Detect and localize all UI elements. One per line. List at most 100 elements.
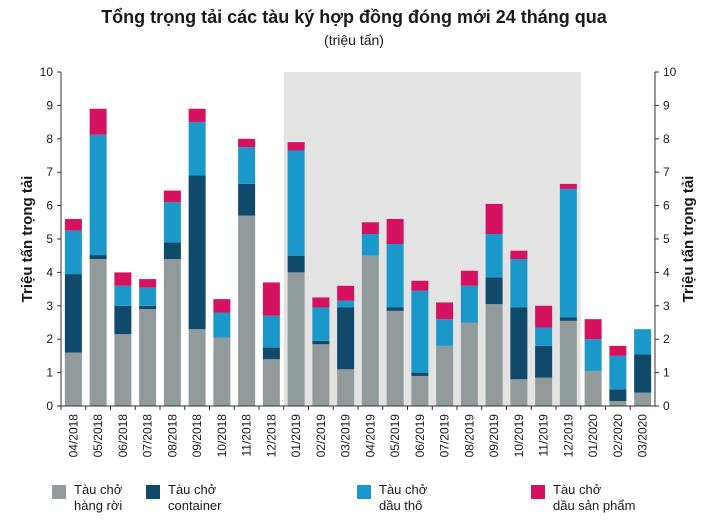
- bar-segment-bulk-18: [510, 379, 528, 406]
- bar-segment-product-14: [411, 280, 429, 291]
- x-tick-label: 09/2019: [487, 414, 501, 458]
- legend-swatch-crude: [357, 485, 371, 499]
- legend-swatch-product: [531, 485, 545, 499]
- bar-segment-crude-19: [535, 327, 553, 346]
- bar-segment-container-0: [64, 274, 82, 353]
- x-tick-label: 08/2019: [462, 414, 476, 458]
- bar-segment-product-5: [188, 108, 206, 123]
- bar-segment-bulk-4: [163, 259, 181, 406]
- bar-segment-container-11: [337, 307, 355, 370]
- shaded-period: [283, 72, 581, 406]
- bar-segment-crude-21: [584, 339, 602, 371]
- bar-segment-product-12: [361, 222, 379, 234]
- y-tick-label-left: 8: [46, 132, 53, 146]
- bar-segment-product-18: [510, 250, 528, 260]
- bar-segment-container-1: [89, 255, 107, 260]
- bar-segment-product-3: [139, 279, 157, 288]
- x-tick-label: 06/2019: [413, 414, 427, 458]
- bar-segment-product-7: [238, 138, 256, 148]
- x-tick-label: 06/2018: [116, 414, 130, 458]
- x-tick-label: 09/2018: [190, 414, 204, 458]
- bar-segment-container-4: [163, 242, 181, 260]
- y-tick-label-right: 9: [663, 98, 670, 112]
- x-tick-label: 02/2019: [314, 414, 328, 458]
- bar-segment-crude-15: [436, 319, 454, 346]
- chart-title: Tổng trọng tải các tàu ký hợp đồng đóng …: [101, 7, 607, 27]
- x-tick-label: 11/2018: [240, 414, 254, 457]
- y-tick-label-left: 5: [46, 232, 53, 246]
- bar-segment-product-17: [485, 203, 503, 234]
- bar-segment-container-7: [238, 183, 256, 216]
- x-tick-label: 07/2019: [438, 414, 452, 458]
- bar-segment-crude-10: [312, 307, 330, 341]
- bar-segment-container-14: [411, 372, 429, 376]
- bar-segment-product-8: [262, 282, 280, 316]
- x-tick-label: 05/2018: [91, 414, 105, 458]
- bar-segment-crude-6: [213, 312, 231, 338]
- bar-segment-bulk-17: [485, 304, 503, 406]
- bar-segment-product-15: [436, 302, 454, 320]
- bar-segment-bulk-1: [89, 259, 107, 406]
- bar-segment-crude-23: [634, 329, 652, 355]
- bar-segment-bulk-13: [386, 310, 404, 406]
- bar-segment-crude-17: [485, 233, 503, 278]
- legend-swatch-container: [146, 485, 160, 499]
- bar-segment-bulk-5: [188, 329, 206, 406]
- bar-segment-bulk-14: [411, 375, 429, 406]
- y-tick-label-left: 9: [46, 98, 53, 112]
- y-tick-label-right: 10: [663, 65, 677, 79]
- bar-segment-product-9: [287, 142, 305, 151]
- bar-segment-bulk-22: [609, 400, 627, 406]
- bar-segment-container-5: [188, 175, 206, 330]
- bar-segment-product-21: [584, 319, 602, 340]
- bar-segment-crude-2: [114, 285, 132, 306]
- y-tick-label-right: 4: [663, 265, 670, 279]
- bar-segment-crude-7: [238, 147, 256, 184]
- y-tick-label-right: 7: [663, 165, 670, 179]
- bar-segment-container-19: [535, 345, 553, 378]
- y-tick-label-right: 1: [663, 366, 670, 380]
- bar-segment-product-13: [386, 218, 404, 245]
- y-tick-label-left: 1: [46, 366, 53, 380]
- legend-label-product: Tàu chở dầu sản phẩm: [553, 482, 636, 513]
- x-tick-label: 08/2018: [165, 414, 179, 458]
- y-tick-label-left: 4: [46, 265, 53, 279]
- x-tick-label: 01/2019: [289, 414, 303, 458]
- x-tick-label: 03/2019: [339, 414, 353, 458]
- bar-segment-product-2: [114, 272, 132, 286]
- y-tick-label-right: 3: [663, 299, 670, 313]
- bar-segment-bulk-9: [287, 272, 305, 406]
- bar-segment-product-10: [312, 297, 330, 308]
- bar-segment-crude-13: [386, 244, 404, 308]
- x-tick-label: 10/2018: [215, 414, 229, 458]
- bar-segment-container-20: [559, 317, 577, 321]
- y-tick-label-left: 10: [40, 65, 54, 79]
- bar-segment-bulk-10: [312, 344, 330, 406]
- bar-segment-crude-3: [139, 287, 157, 306]
- y-tick-label-right: 8: [663, 132, 670, 146]
- legend-item-bulk: Tàu chở hàng rời: [52, 482, 122, 514]
- y-tick-label-right: 6: [663, 199, 670, 213]
- x-tick-label: 11/2019: [537, 414, 551, 457]
- legend-item-crude: Tàu chở dầu thô: [357, 482, 427, 514]
- bar-segment-container-9: [287, 255, 305, 273]
- y-tick-label-right: 2: [663, 332, 670, 346]
- bar-segment-container-17: [485, 277, 503, 305]
- bar-segment-crude-1: [89, 134, 107, 256]
- bar-segment-product-4: [163, 190, 181, 203]
- x-tick-label: 10/2019: [512, 414, 526, 458]
- bar-segment-crude-14: [411, 290, 429, 373]
- bar-segment-bulk-19: [535, 377, 553, 406]
- bar-segment-crude-18: [510, 259, 528, 308]
- bar-segment-crude-16: [460, 285, 478, 323]
- x-tick-label: 04/2018: [66, 414, 80, 458]
- bar-segment-product-0: [64, 218, 82, 231]
- legend-item-container: Tàu chở container: [146, 482, 221, 514]
- bar-segment-bulk-7: [238, 215, 256, 406]
- x-tick-label: 04/2019: [363, 414, 377, 458]
- y-tick-label-right: 5: [663, 232, 670, 246]
- bar-segment-crude-22: [609, 355, 627, 390]
- bar-segment-bulk-21: [584, 370, 602, 406]
- y-tick-label-left: 7: [46, 165, 53, 179]
- y-axis-title-left: Triệu tấn trọng tải: [19, 176, 36, 303]
